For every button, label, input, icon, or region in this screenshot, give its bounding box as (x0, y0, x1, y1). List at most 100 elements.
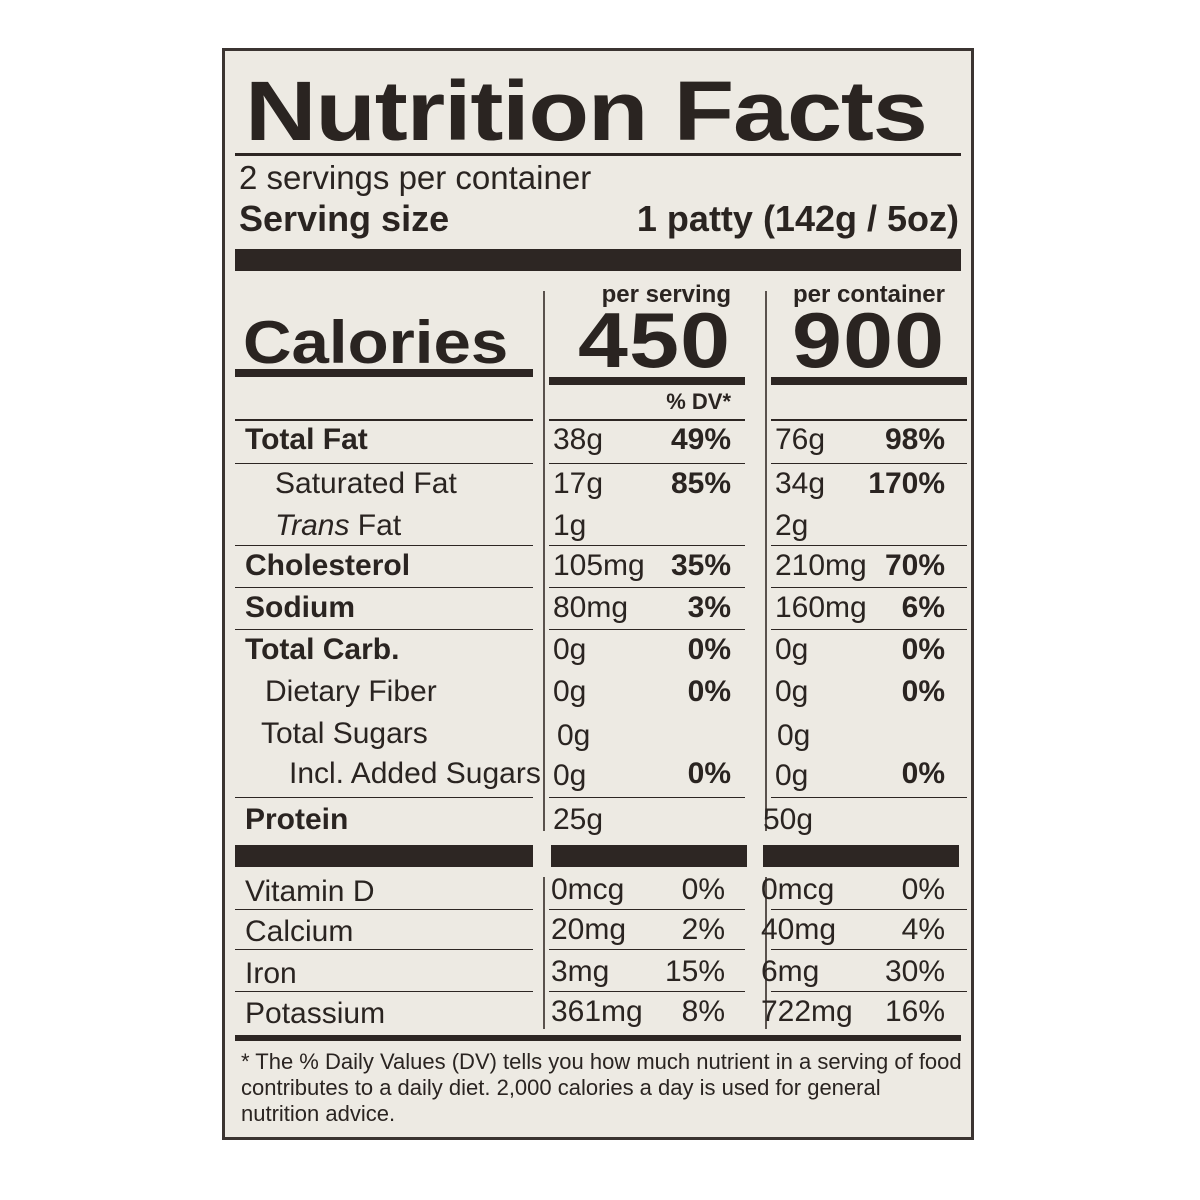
row-divider (235, 587, 533, 588)
serving-dv-saturated-fat: 85% (670, 467, 731, 500)
container-dv-cholesterol: 70% (884, 549, 945, 582)
container-amount-calcium: 40mg (761, 913, 837, 946)
serving-size-value: 1 patty (142g / 5oz) (636, 198, 959, 239)
row-divider (235, 419, 533, 421)
thick-bar-vitamins-name (235, 845, 533, 867)
serving-dv-dietary-fiber: 0% (687, 675, 731, 708)
row-divider (549, 419, 745, 421)
container-dv-total-carb: 0% (901, 633, 945, 666)
container-dv-calcium: 4% (901, 913, 945, 946)
footnote: * The % Daily Values (DV) tells you how … (241, 1049, 962, 1126)
row-divider (549, 587, 745, 588)
servings-per-container: 2 servings per container (239, 159, 592, 196)
serving-dv-vitamin-d: 0% (681, 873, 725, 906)
row-divider (771, 797, 967, 798)
row-divider (549, 545, 745, 546)
container-dv-saturated-fat: 170% (868, 467, 945, 500)
thick-divider-top (235, 249, 961, 271)
container-amount-trans-fat: 2g (775, 509, 809, 542)
row-divider (235, 909, 533, 910)
trans-rest: Fat (349, 509, 402, 542)
serving-amount-protein: 25g (553, 803, 604, 836)
container-amount-total-fat: 76g (775, 423, 826, 456)
row-divider (235, 797, 533, 798)
row-divider (549, 949, 745, 950)
nutrient-name-cholesterol: Cholesterol (245, 549, 411, 582)
calories-rule-serving (549, 377, 745, 385)
container-amount-total-carb: 0g (775, 633, 809, 666)
row-divider (771, 949, 967, 950)
nutrient-name-total-carb: Total Carb. (245, 633, 400, 666)
row-divider (771, 991, 967, 992)
serving-dv-cholesterol: 35% (670, 549, 731, 582)
row-divider (771, 463, 967, 464)
calories-per-container: 900 (791, 296, 945, 384)
container-amount-dietary-fiber: 0g (775, 675, 809, 708)
container-amount-sodium: 160mg (775, 591, 867, 624)
vitamin-name-iron: Iron (245, 957, 297, 990)
serving-dv-total-fat: 49% (670, 423, 731, 456)
container-amount-cholesterol: 210mg (775, 549, 867, 582)
row-divider (771, 545, 967, 546)
serving-amount-dietary-fiber: 0g (553, 675, 587, 708)
container-dv-vitamin-d: 0% (901, 873, 945, 906)
serving-amount-calcium: 20mg (551, 913, 627, 946)
container-amount-vitamin-d: 0mcg (761, 873, 835, 906)
row-divider (771, 909, 967, 910)
container-dv-dietary-fiber: 0% (901, 675, 945, 708)
row-divider (771, 587, 967, 588)
container-dv-total-fat: 98% (884, 423, 945, 456)
container-amount-iron: 6mg (761, 955, 820, 988)
container-amount-total-sugars: 0g (777, 719, 811, 752)
footnote-divider (235, 1035, 961, 1041)
row-divider (549, 463, 745, 464)
row-divider (549, 797, 745, 798)
per-container-header: per container (792, 281, 945, 308)
row-divider (235, 545, 533, 546)
container-amount-added-sugars: 0g (775, 759, 809, 792)
row-divider (235, 949, 533, 950)
calories-label: Calories (243, 309, 509, 376)
serving-amount-vitamin-d: 0mcg (551, 873, 625, 906)
nutrient-name-protein: Protein (245, 803, 349, 836)
row-divider (771, 419, 967, 421)
serving-amount-iron: 3mg (551, 955, 610, 988)
serving-size-label: Serving size (239, 198, 450, 239)
container-amount-potassium: 722mg (761, 995, 853, 1028)
container-dv-potassium: 16% (884, 995, 945, 1028)
container-dv-iron: 30% (884, 955, 945, 988)
dv-header: % DV* (666, 389, 731, 414)
row-divider (771, 629, 967, 630)
row-divider (549, 991, 745, 992)
vitamin-name-potassium: Potassium (245, 997, 386, 1030)
title-divider (235, 153, 961, 156)
thick-bar-vitamins-serving (551, 845, 747, 867)
container-amount-protein: 50g (763, 803, 814, 836)
column-separator-serving (543, 291, 545, 831)
calories-rule-container (771, 377, 967, 385)
calories-per-serving: 450 (577, 296, 731, 384)
calories-rule-name (235, 369, 533, 377)
row-divider (235, 991, 533, 992)
nutrient-name-total-fat: Total Fat (245, 423, 368, 456)
column-separator-container-vitamins (765, 877, 767, 1029)
serving-amount-saturated-fat: 17g (553, 467, 604, 500)
nutrient-name-total-sugars: Total Sugars (261, 717, 428, 750)
column-separator-container (765, 291, 767, 831)
serving-dv-added-sugars: 0% (687, 757, 731, 790)
serving-amount-cholesterol: 105mg (553, 549, 645, 582)
serving-dv-sodium: 3% (687, 591, 731, 624)
nutrient-name-sodium: Sodium (245, 591, 355, 624)
thick-bar-vitamins-container (763, 845, 959, 867)
nutrient-name-dietary-fiber: Dietary Fiber (265, 675, 437, 708)
label-title: Nutrition Facts (245, 64, 928, 158)
serving-amount-total-fat: 38g (553, 423, 604, 456)
row-divider (235, 629, 533, 630)
nutrient-name-saturated-fat: Saturated Fat (275, 467, 457, 500)
serving-amount-trans-fat: 1g (553, 509, 587, 542)
vitamin-name-calcium: Calcium (245, 915, 354, 948)
nutrient-name-trans-fat: Trans Fat (275, 511, 401, 541)
serving-dv-total-carb: 0% (687, 633, 731, 666)
serving-amount-added-sugars: 0g (553, 759, 587, 792)
row-divider (549, 629, 745, 630)
